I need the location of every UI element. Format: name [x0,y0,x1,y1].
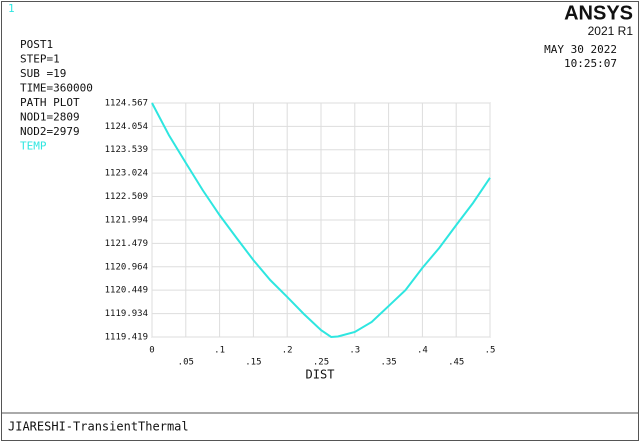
footer-title: JIARESHI-TransientThermal [8,420,189,434]
y-tick-label: 1122.509 [105,192,148,202]
info-line: SUB =19 [20,67,66,80]
x-tick-label: 0 [149,346,154,356]
x-tick-label: .4 [417,346,428,356]
y-tick-label: 1120.964 [105,262,148,272]
y-tick-label: 1121.479 [105,239,148,249]
y-tick-label: 1124.567 [105,99,148,109]
y-tick-label: 1121.994 [105,215,148,225]
y-tick-label: 1123.024 [105,169,148,179]
x-tick-label: .35 [380,358,396,368]
y-tick-label: 1120.449 [105,286,148,296]
temp-line [151,102,491,339]
time: 10:25:07 [564,57,617,70]
y-tick-label: 1124.054 [105,122,148,132]
info-line: NOD2=2979 [20,125,80,138]
info-line: PATH PLOT [20,96,80,109]
x-tick-label: .1 [214,346,225,356]
date: MAY 30 2022 [544,43,617,56]
x-tick-label: .15 [245,358,261,368]
x-tick-label: .25 [313,358,329,368]
info-line: STEP=1 [20,53,60,66]
x-axis-label: DIST [306,368,335,382]
info-line: NOD1=2809 [20,111,80,124]
x-tick-label: .45 [448,358,464,368]
y-tick-label: 1119.934 [105,309,148,319]
x-tick-label: .05 [178,358,194,368]
brand: ANSYS [564,2,633,24]
y-tick-label: 1123.539 [105,145,148,155]
y-tick-label: 1119.419 [105,333,148,343]
info-line: TIME=360000 [20,82,93,95]
info-line: POST1 [20,38,53,51]
window-number: 1 [8,2,15,15]
x-tick-label: .3 [349,346,360,356]
legend-entry: TEMP [20,140,47,153]
x-tick-label: .2 [282,346,293,356]
x-tick-label: .5 [485,346,496,356]
version: 2021 R1 [588,24,634,38]
